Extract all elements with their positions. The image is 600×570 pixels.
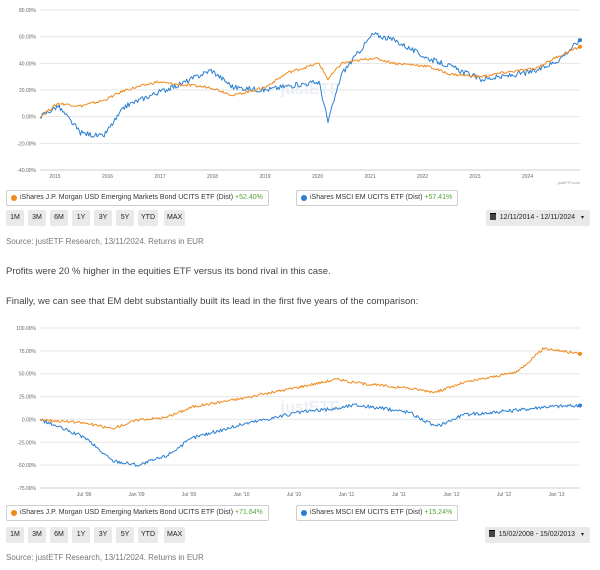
range-button-3m[interactable]: 3M — [28, 527, 46, 543]
x-tick-label: 2024 — [522, 174, 533, 180]
range-button-5y[interactable]: 5Y — [116, 527, 134, 543]
y-tick-label: 0.00% — [22, 115, 37, 121]
x-tick-label: Jul '10 — [287, 492, 302, 498]
series-end-marker — [578, 403, 582, 407]
x-tick-label: 2016 — [102, 174, 113, 180]
range-button-max[interactable]: MAX — [164, 527, 185, 543]
x-tick-label: Jan '11 — [339, 492, 355, 498]
x-tick-label: 2021 — [364, 174, 375, 180]
x-tick-label: Jan '12 — [444, 492, 460, 498]
paragraph-1: Profits were 20 % higher in the equities… — [6, 266, 596, 277]
range-button-ytd[interactable]: YTD — [138, 527, 158, 543]
x-tick-label: Jul '12 — [497, 492, 512, 498]
y-tick-label: -25.00% — [17, 440, 36, 446]
y-tick-label: 25.00% — [19, 395, 37, 401]
calendar-icon — [490, 213, 496, 220]
legend-label: iShares MSCI EM UCITS ETF (Dist) — [310, 509, 422, 516]
range-button-1y[interactable]: 1Y — [72, 527, 90, 543]
x-tick-label: Jul '11 — [392, 492, 406, 498]
x-tick-label: Jan '13 — [549, 492, 565, 498]
range-button-6m[interactable]: 6M — [50, 527, 68, 543]
legend-dot-icon — [301, 510, 307, 516]
chart-1: 80.00% 60.00% 40.00% 20.00% 0.00% -20.00% -40.… — [0, 0, 596, 186]
y-tick-label: 60.00% — [19, 35, 37, 41]
calendar-icon — [489, 530, 495, 537]
y-tick-label: -40.00% — [17, 168, 36, 174]
date-range-picker[interactable]: 15/02/2008 - 15/02/2013 ▾ — [485, 527, 590, 543]
source-note-1: Source: justETF Research, 13/11/2024. Re… — [6, 237, 204, 246]
legend-item-bond-etf[interactable]: iShares J.P. Morgan USD Emerging Markets… — [6, 190, 269, 206]
legend-return: +71.64% — [235, 509, 263, 516]
legend-item-bond-etf[interactable]: iShares J.P. Morgan USD Emerging Markets… — [6, 505, 269, 521]
range-button-6m[interactable]: 6M — [50, 210, 68, 226]
x-tick-label: Jan '09 — [129, 492, 145, 498]
paragraph-2: Finally, we can see that EM debt substan… — [6, 296, 596, 307]
date-range-picker[interactable]: 12/11/2014 - 12/11/2024 ▾ — [486, 210, 590, 226]
chart-2-range-bar: 1M 3M 6M 1Y 3Y 5Y YTD MAX 15/02/2008 - 1… — [6, 527, 590, 543]
legend-dot-icon — [301, 195, 307, 201]
chevron-down-icon: ▾ — [581, 532, 584, 538]
legend-return: +57.41% — [424, 194, 452, 201]
x-tick-label: Jan '10 — [234, 492, 250, 498]
series-end-marker — [578, 38, 582, 42]
y-tick-label: 20.00% — [19, 88, 37, 94]
y-tick-label: 40.00% — [19, 61, 37, 67]
range-button-max[interactable]: MAX — [164, 210, 185, 226]
chart-1-range-bar: 1M 3M 6M 1Y 3Y 5Y YTD MAX 12/11/2014 - 1… — [6, 210, 590, 226]
series-line-bond-etf — [40, 348, 580, 429]
legend-item-equity-etf[interactable]: iShares MSCI EM UCITS ETF (Dist) +15.24% — [296, 505, 458, 521]
chart-2-plot: 100.00% 75.00% 50.00% 25.00% 0.00% -25.00% -50… — [0, 320, 596, 500]
legend-item-equity-etf[interactable]: iShares MSCI EM UCITS ETF (Dist) +57.41% — [296, 190, 458, 206]
legend-return: +15.24% — [424, 509, 452, 516]
series-end-marker — [578, 45, 582, 49]
y-tick-label: 0.00% — [22, 417, 37, 423]
range-button-1m[interactable]: 1M — [6, 210, 24, 226]
watermark: justETF — [280, 399, 340, 416]
range-button-1y[interactable]: 1Y — [72, 210, 90, 226]
date-range-label: 15/02/2008 - 15/02/2013 — [499, 531, 575, 538]
chart-2: 100.00% 75.00% 50.00% 25.00% 0.00% -25.00% -50… — [0, 320, 596, 500]
chart-1-legend: iShares J.P. Morgan USD Emerging Markets… — [6, 190, 596, 206]
x-tick-label: 2022 — [417, 174, 428, 180]
y-tick-label: -50.00% — [17, 463, 36, 469]
chart-2-legend: iShares J.P. Morgan USD Emerging Markets… — [6, 505, 596, 521]
y-tick-label: 50.00% — [19, 372, 37, 378]
chevron-down-icon: ▾ — [581, 215, 584, 221]
legend-label: iShares J.P. Morgan USD Emerging Markets… — [20, 194, 233, 201]
y-tick-label: -20.00% — [17, 141, 36, 147]
y-tick-label: 100.00% — [16, 326, 36, 332]
legend-return: +52.40% — [235, 194, 263, 201]
legend-label: iShares MSCI EM UCITS ETF (Dist) — [310, 194, 422, 201]
range-button-3y[interactable]: 3Y — [94, 527, 112, 543]
x-tick-label: 2018 — [207, 174, 218, 180]
range-button-ytd[interactable]: YTD — [138, 210, 158, 226]
chart-credit: justETF.com — [557, 180, 581, 185]
range-button-3m[interactable]: 3M — [28, 210, 46, 226]
x-tick-label: 2019 — [259, 174, 270, 180]
legend-label: iShares J.P. Morgan USD Emerging Markets… — [20, 509, 233, 516]
range-button-1m[interactable]: 1M — [6, 527, 24, 543]
y-tick-label: -75.00% — [17, 486, 36, 492]
chart-1-plot: 80.00% 60.00% 40.00% 20.00% 0.00% -20.00% -40.… — [0, 0, 596, 186]
watermark: justETF — [280, 81, 340, 98]
x-tick-label: 2023 — [469, 174, 480, 180]
x-tick-label: 2017 — [154, 174, 165, 180]
y-tick-label: 75.00% — [19, 349, 37, 355]
y-tick-label: 80.00% — [19, 8, 37, 14]
x-tick-label: Jul '08 — [77, 492, 92, 498]
range-button-5y[interactable]: 5Y — [116, 210, 134, 226]
source-note-2: Source: justETF Research, 13/11/2024. Re… — [6, 553, 204, 562]
x-tick-label: 2015 — [49, 174, 60, 180]
legend-dot-icon — [11, 195, 17, 201]
x-tick-label: 2020 — [312, 174, 323, 180]
date-range-label: 12/11/2014 - 12/11/2024 — [500, 214, 575, 221]
range-button-3y[interactable]: 3Y — [94, 210, 112, 226]
legend-dot-icon — [11, 510, 17, 516]
x-tick-label: Jul '09 — [182, 492, 197, 498]
series-end-marker — [578, 352, 582, 356]
